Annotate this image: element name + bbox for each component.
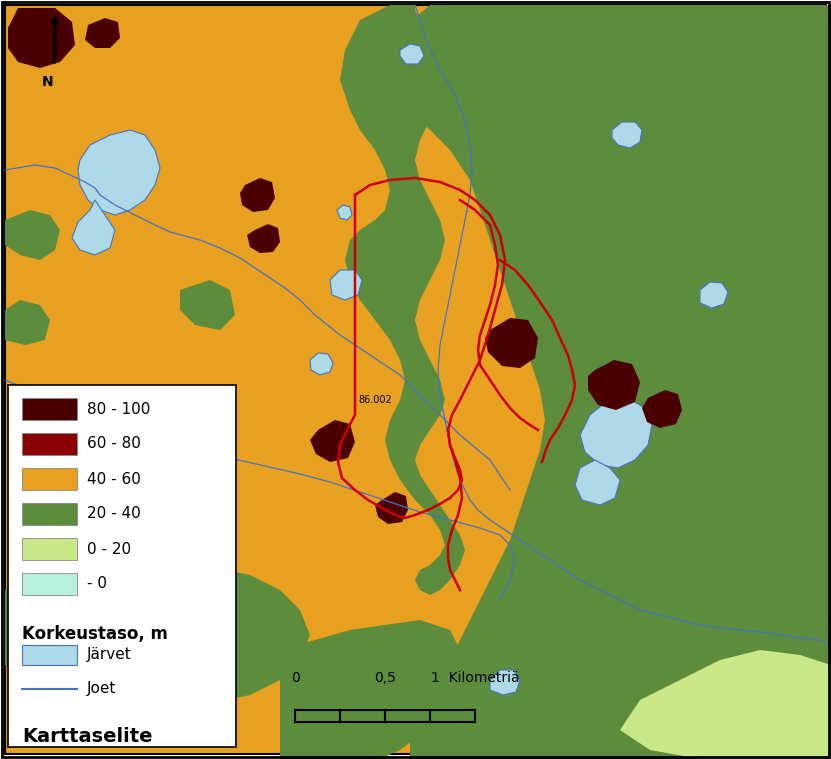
Polygon shape [390, 5, 831, 759]
Text: 0: 0 [291, 671, 299, 685]
Polygon shape [5, 300, 50, 345]
Text: 0 - 20: 0 - 20 [87, 541, 131, 556]
Polygon shape [8, 8, 75, 68]
Text: N: N [42, 75, 54, 89]
Polygon shape [247, 224, 280, 253]
Text: 86.002: 86.002 [358, 395, 391, 405]
Polygon shape [400, 44, 424, 64]
Polygon shape [337, 205, 352, 220]
Bar [22, 573, 77, 595]
Polygon shape [240, 178, 275, 212]
Polygon shape [5, 210, 60, 260]
Polygon shape [575, 460, 620, 505]
Polygon shape [588, 360, 640, 410]
Text: 80 - 100: 80 - 100 [87, 402, 150, 417]
Polygon shape [620, 650, 831, 759]
Polygon shape [340, 5, 465, 595]
Polygon shape [5, 560, 310, 710]
Polygon shape [280, 620, 460, 759]
Text: Joet: Joet [87, 682, 116, 697]
Polygon shape [72, 200, 115, 255]
Polygon shape [78, 130, 160, 215]
Polygon shape [375, 492, 408, 524]
Bar [22, 645, 77, 665]
Text: Karttaselite: Karttaselite [22, 727, 153, 746]
Polygon shape [85, 18, 120, 48]
Text: Korkeustaso, m: Korkeustaso, m [22, 625, 168, 643]
Polygon shape [642, 390, 682, 428]
Polygon shape [310, 353, 333, 375]
Polygon shape [485, 318, 538, 368]
Polygon shape [612, 122, 642, 148]
Text: 60 - 80: 60 - 80 [87, 436, 141, 452]
Bar [22, 538, 77, 560]
Text: 20 - 40: 20 - 40 [87, 506, 140, 521]
Bar [22, 433, 77, 455]
Polygon shape [180, 280, 235, 330]
Bar [22, 503, 77, 525]
Polygon shape [310, 420, 355, 462]
Polygon shape [700, 282, 728, 308]
Text: 40 - 60: 40 - 60 [87, 471, 141, 487]
Polygon shape [330, 270, 362, 300]
Polygon shape [490, 670, 520, 695]
Bar [22, 398, 77, 420]
Bar [22, 468, 77, 490]
Polygon shape [580, 398, 652, 468]
Text: 1  Kilometriä: 1 Kilometriä [430, 671, 519, 685]
Text: 0,5: 0,5 [374, 671, 396, 685]
Bar [8, 385, 236, 747]
Text: Järvet: Järvet [87, 647, 132, 663]
Text: - 0: - 0 [87, 577, 107, 591]
